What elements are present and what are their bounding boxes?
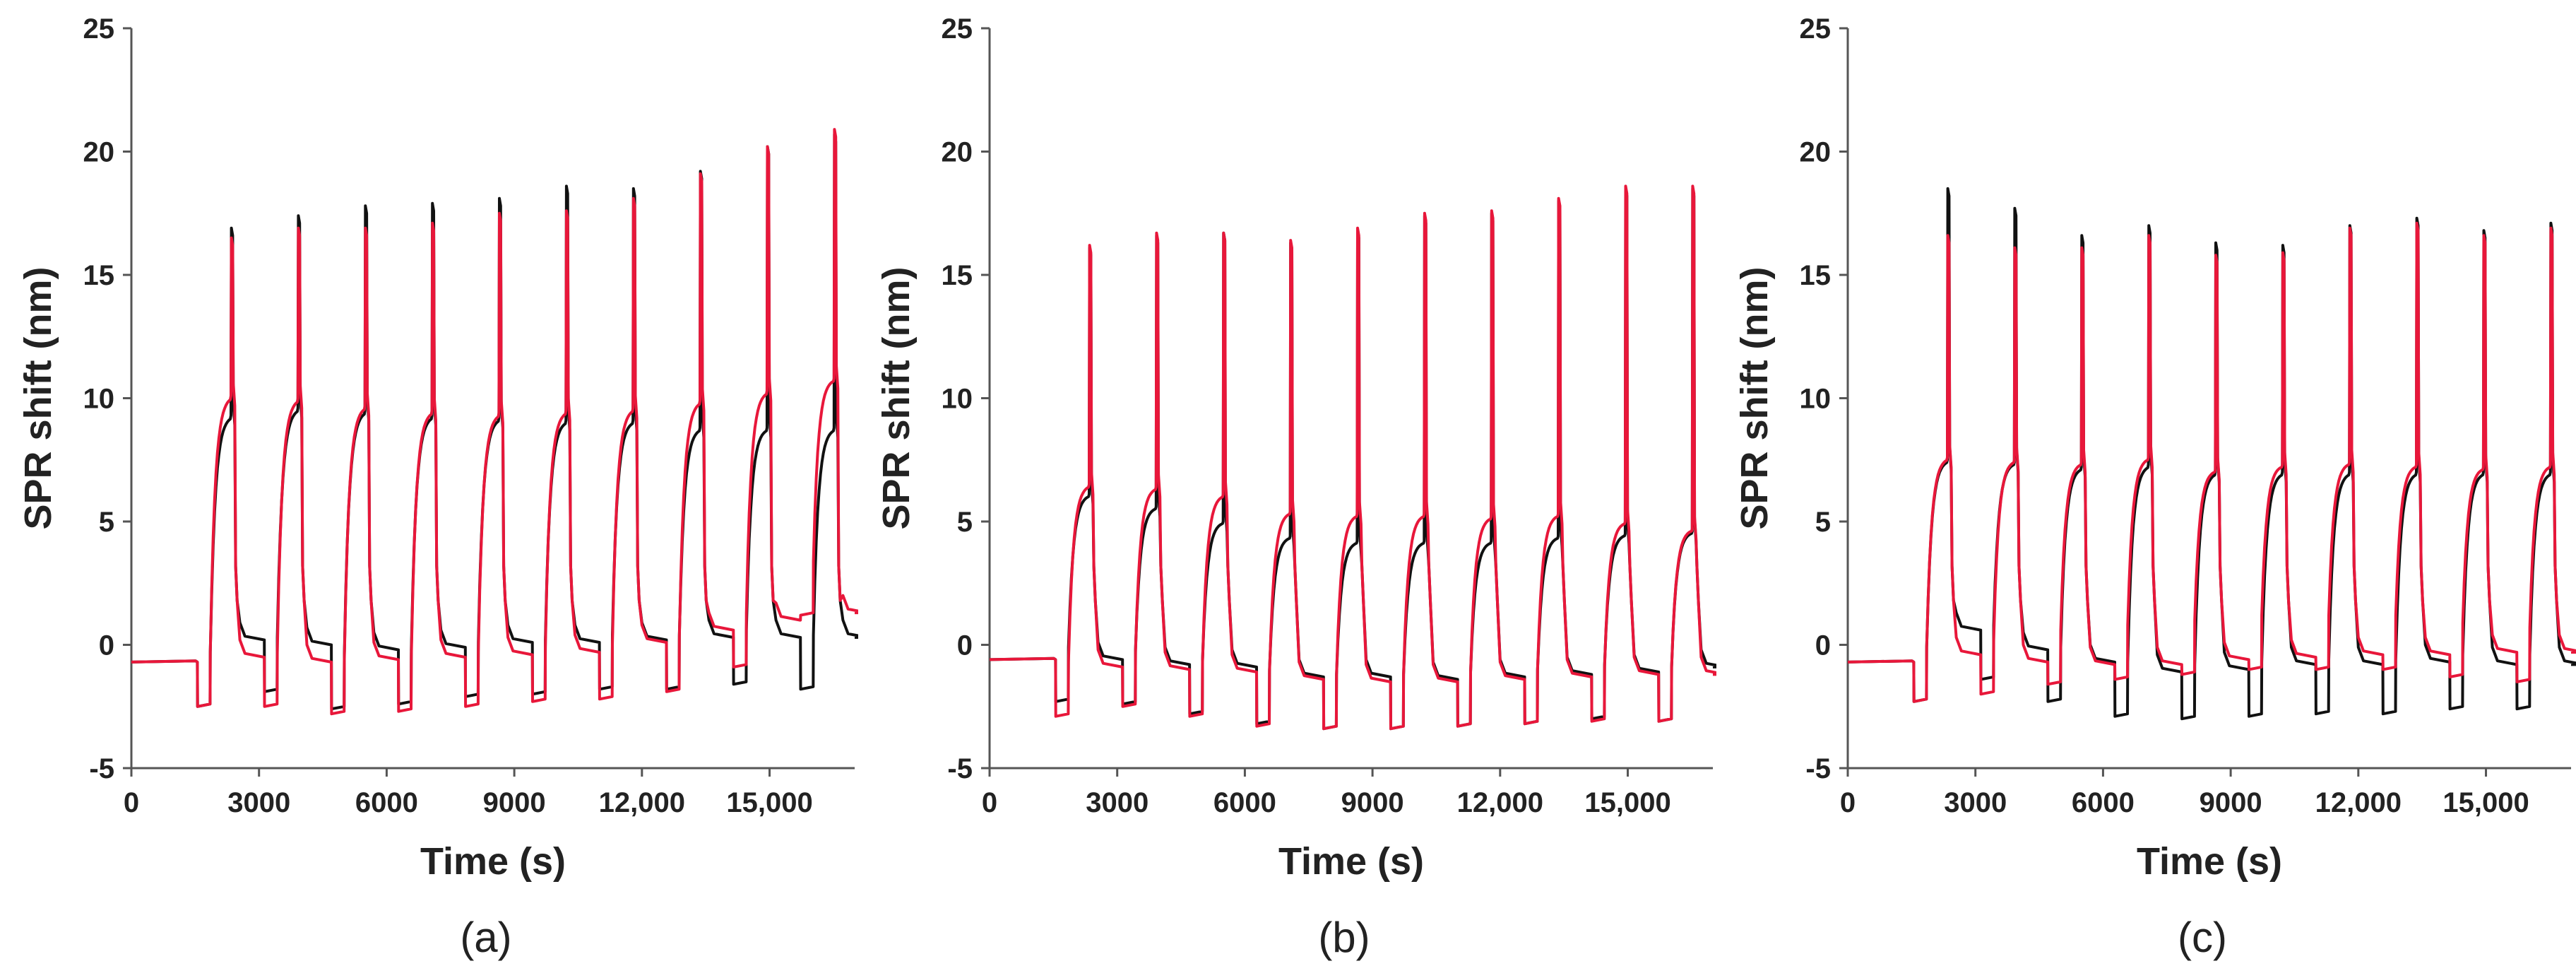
x-tick-label: 3000 (227, 787, 290, 818)
y-tick-label: 20 (83, 137, 115, 168)
panel-label: (b) (1318, 914, 1370, 961)
y-tick-label: 15 (83, 260, 115, 291)
x-tick-label: 9000 (1341, 787, 1404, 818)
y-tick-label: 0 (99, 630, 114, 661)
chart-panel-b: -5 0 5 10 15 20 25 0 3000 6000 9000 12,000 15,000 Tim… (875, 13, 1716, 961)
chart-panel-c: -5 0 5 10 15 20 25 0 3000 6000 9000 12,000 15,000 Tim… (1733, 13, 2576, 961)
y-tick-label: 0 (957, 630, 973, 661)
x-axis-title: Time (s) (2137, 840, 2282, 883)
x-tick-label: 15,000 (726, 787, 812, 818)
y-tick-label: 5 (957, 507, 973, 538)
x-axis-title: Time (s) (1278, 840, 1424, 883)
y-tick-label: 5 (99, 507, 114, 538)
x-tick-label: 6000 (355, 787, 418, 818)
series-line-red (989, 184, 1716, 731)
y-tick-label: 10 (942, 384, 973, 415)
y-tick-label: 0 (1815, 630, 1831, 661)
y-tick-label: -5 (947, 753, 973, 784)
chart-panel-a: -5 0 5 10 15 20 25 0 3000 6000 9000 12,000 15,000 Tim… (17, 13, 858, 961)
y-tick-label: 10 (83, 384, 115, 415)
y-tick-label: 25 (942, 13, 973, 45)
x-tick-label: 0 (124, 787, 139, 818)
y-axis-title: SPR shift (nm) (875, 267, 918, 530)
series-line-red (131, 128, 858, 716)
y-tick-label: 10 (1800, 384, 1832, 415)
panel-label: (a) (460, 914, 511, 961)
series-line-black (989, 187, 1716, 731)
x-tick-label: 0 (982, 787, 997, 818)
x-tick-label: 12,000 (2315, 787, 2402, 818)
x-tick-label: 9000 (2200, 787, 2262, 818)
x-tick-label: 6000 (1213, 787, 1276, 818)
x-tick-label: 9000 (483, 787, 546, 818)
x-tick-label: 6000 (2072, 787, 2135, 818)
y-tick-label: -5 (89, 753, 114, 784)
y-tick-label: 25 (83, 13, 115, 45)
x-tick-label: 12,000 (1457, 787, 1543, 818)
x-tick-label: 0 (1840, 787, 1856, 818)
y-tick-label: 15 (1800, 260, 1832, 291)
panel-label: (c) (2178, 914, 2227, 961)
y-tick-label: 15 (942, 260, 973, 291)
y-tick-label: 25 (1800, 13, 1832, 45)
x-tick-label: 15,000 (2443, 787, 2529, 818)
x-tick-label: 12,000 (599, 787, 685, 818)
series-line-red (1847, 221, 2576, 703)
y-tick-label: 20 (1800, 137, 1832, 168)
x-tick-label: 3000 (1944, 787, 2007, 818)
y-axis-title: SPR shift (nm) (1733, 267, 1776, 530)
x-tick-label: 15,000 (1584, 787, 1670, 818)
y-tick-label: -5 (1805, 753, 1831, 784)
y-tick-label: 20 (942, 137, 973, 168)
y-tick-label: 5 (1815, 507, 1831, 538)
series-line-black (131, 133, 858, 711)
y-axis-title: SPR shift (nm) (17, 267, 59, 530)
x-axis-title: Time (s) (420, 840, 566, 883)
x-tick-label: 3000 (1086, 787, 1148, 818)
